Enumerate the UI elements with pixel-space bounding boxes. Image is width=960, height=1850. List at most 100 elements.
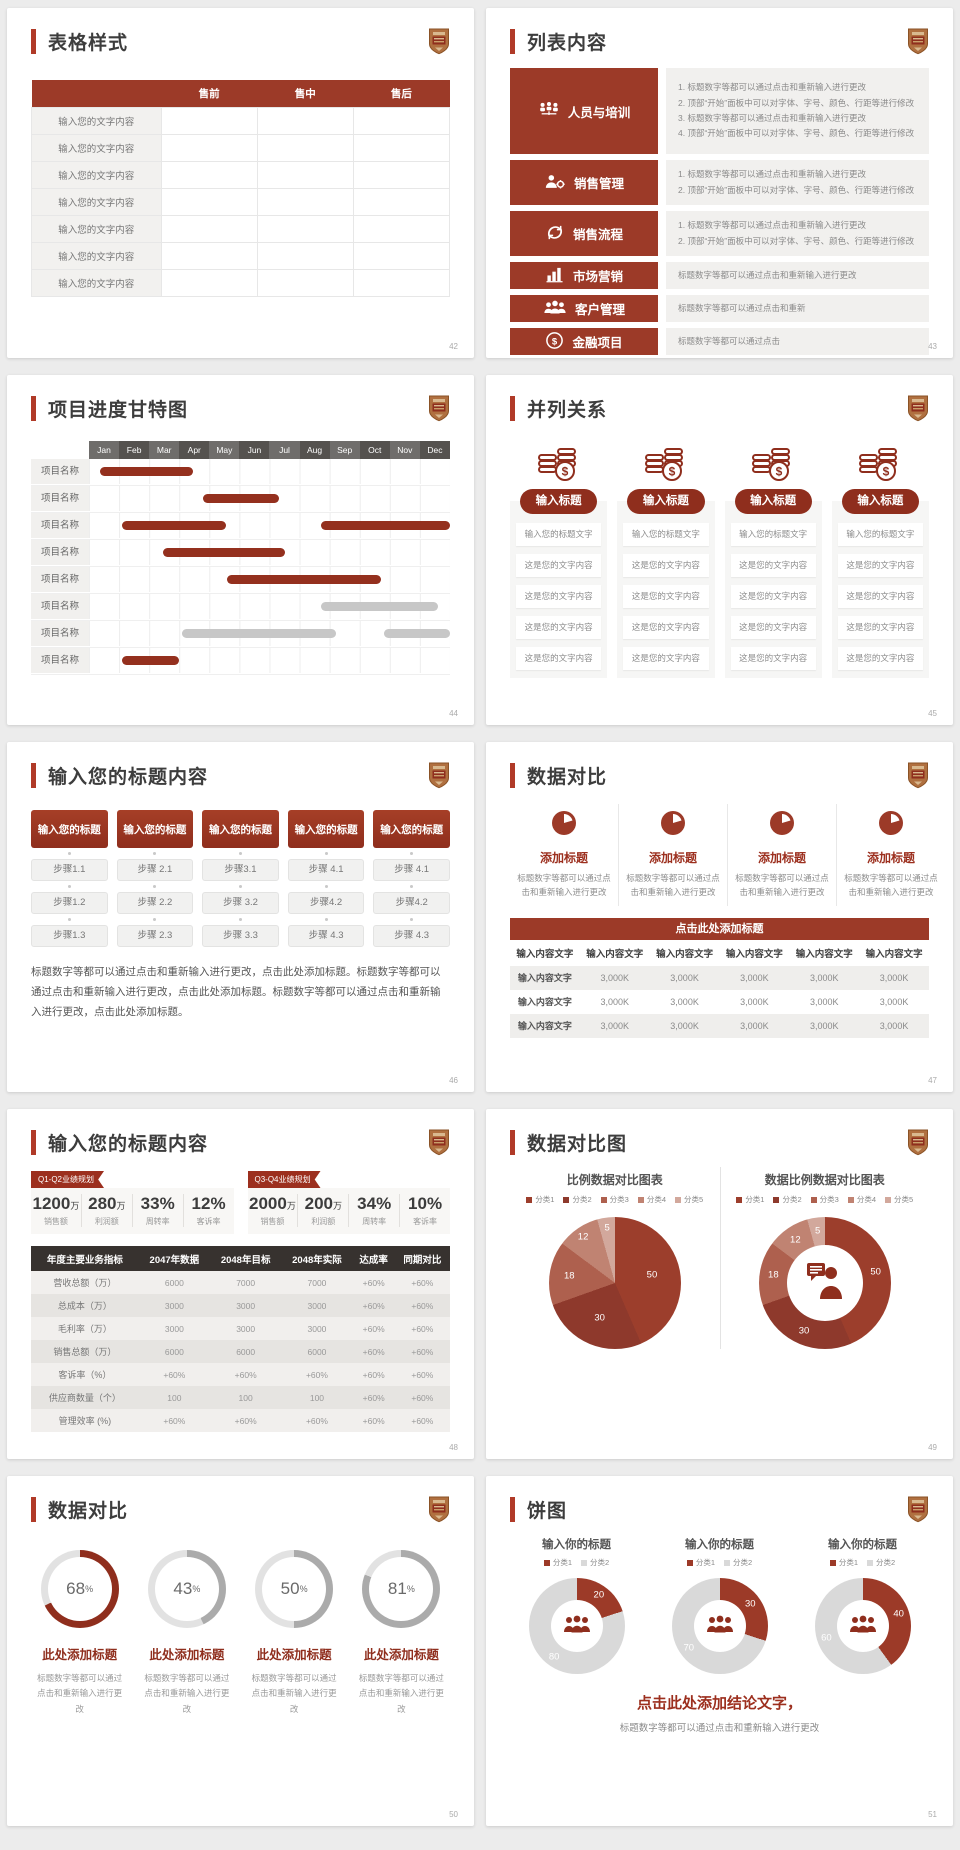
page-number: 43 [928,342,937,351]
text-card: 这是您的文字内容 [623,585,709,608]
step-box: 步骤 3.3 [202,925,279,947]
crest-logo-icon [907,762,929,789]
list-item-header: 销售流程 [510,211,658,256]
text-card: 这是您的文字内容 [516,585,602,608]
compare-table: 输入内容文字 输入内容文字 输入内容文字 输入内容文字 输入内容文字 输入内容文字 输入内容… [510,940,929,1038]
connector-dot [324,918,328,921]
chart-title: 数据比例数据对比图表 [764,1173,885,1187]
kpi-number: 33% [140,1194,175,1213]
kpi-value: 200万 [298,1194,348,1214]
connector-dot [67,852,71,855]
list-content: 人员与培训 1. 标题数字等都可以通过点击和重新输入进行更改 2. 顶部“开始”面板… [510,68,929,355]
value-cell: 6000 [164,1277,184,1288]
title-accent-bar [510,395,515,421]
value-cell: 3000 [164,1300,184,1311]
gauge-title: 此处添加标题 [42,1648,118,1662]
empty-cell [256,242,354,270]
gauge-title: 此处添加标题 [256,1648,332,1662]
kpi-stat: 280万 利润额 [80,1194,132,1227]
row-label-cell: 输入您的文字内容 [31,188,162,216]
slide-42-table-style[interactable]: 表格样式 售前 售中 售后 输入您的文字内容 输入您的文字内容 输入您的文字内容 输入您的文… [7,8,474,358]
legend-swatch [581,1559,587,1566]
row-label-cell: 输入您的文字内容 [31,269,162,297]
slide-50-gauges[interactable]: 数据对比 68% 此处添加标题 标题数字等都可以通过点击和重新输入进行更改 43% 此处… [7,1476,474,1826]
title-accent-bar [510,1129,515,1155]
slide-43-list-content[interactable]: 列表内容 人员与培训 1. 标题数字等都可以通过点击和重新输入进行更改 2. 顶部“… [486,8,953,358]
pie-item: 输入你的标题 分类1 分类2 30 70 [653,1536,786,1674]
kpi-unit: 万 [70,1201,80,1211]
slide-header: 饼图 [510,1494,929,1524]
table-header-cell: 输入内容文字 [795,948,853,960]
legend-item: 分类5 [675,1194,703,1205]
slide-48-kpi-table[interactable]: 输入您的标题内容 Q1-Q2业绩规划 1200万 销售额 280万 利润额 33% 周转率 1… [7,1109,474,1459]
value-cell: 3,000K [740,996,769,1007]
gantt-bar [182,629,336,638]
kpi-ribbon-tag: Q1-Q2业绩规划 [31,1171,105,1188]
step-box: 步骤4.2 [373,892,450,914]
text-card: 这是您的文字内容 [623,554,709,577]
kpi-stat: 2000万 销售额 [248,1194,298,1227]
legend-item: 分类1 [736,1194,764,1205]
kpi-label: 利润额 [94,1217,119,1226]
connector-dot [238,885,242,888]
step-box: 步骤 4.1 [287,859,365,881]
slice-value-label: 30 [594,1312,605,1324]
gantt-row: 项目名称 [31,513,450,540]
table-header-cell: 输入内容文字 [865,948,923,960]
slide-header: 数据对比 [31,1494,450,1524]
value-cell: +60% [411,1300,434,1311]
gantt-row: 项目名称 [31,648,450,675]
text-card: 这是您的文字内容 [730,647,816,670]
title-accent-bar [31,28,36,54]
empty-cell [256,215,354,243]
gantt-row-label: 项目名称 [31,567,89,593]
step-column-header: 输入您的标题 [202,810,279,848]
legend-item: 分类2 [773,1194,802,1205]
list-item-header: 市场营销 [510,262,658,289]
gantt-header-spacer [31,441,89,459]
legend-swatch [563,1196,570,1203]
legend-label: 分类1 [695,1558,715,1567]
list-item-label: 金融项目 [572,336,623,350]
list-item-line: 标题数字等都可以通过点击和重新 [678,302,806,313]
legend-label: 分类2 [733,1558,753,1567]
team-icon [538,101,560,121]
slide-46-steps[interactable]: 输入您的标题内容 输入您的标题 步骤1.1 步骤1.2 步骤1.3 输入您的标题 步骤 2… [7,742,474,1092]
slide-51-pie[interactable]: 饼图 输入你的标题 分类1 分类2 20 80 输入你的标题 分类1 分类2 30 70 输入你的标… [486,1476,953,1826]
text-card: 这是您的文字内容 [730,554,816,577]
feature-item: 添加标题 标题数字等都可以通过点击和重新输入进行更改 [618,804,727,906]
svg-text:$: $ [552,336,558,347]
legend-label: 分类4 [646,1195,666,1204]
value-cell: 6000 [307,1346,327,1357]
slide-45-parallel[interactable]: 并列关系 $ 输入标题 输入您的标题文字 这是您的文字内容 这是您的文字内容 这是您的文字… [486,375,953,725]
list-item-text-panel: 1. 标题数字等都可以通过点击和重新输入进行更改 2. 顶部“开始”面板中可以对字… [666,211,929,256]
empty-cell [352,161,451,189]
text-card: 输入您的标题文字 [516,523,602,546]
empty-cell [256,134,354,162]
gantt-month-cell: Mar [149,441,180,459]
legend-item: 分类4 [637,1194,666,1205]
slide-47-data-compare[interactable]: 数据对比 添加标题 标题数字等都可以通过点击和重新输入进行更改 添加标题 标题数字等都… [486,742,953,1092]
chart-row: 比例数据对比图表 分类1 分类2 分类3 分类4 分类5 50 30 18 12 5 数据比例数据对比… [510,1167,929,1349]
text-card: 这是您的文字内容 [837,554,923,577]
empty-cell [160,188,258,216]
empty-cell [160,134,258,162]
title-accent-bar [510,1496,515,1522]
list-item-line: 2. 顶部“开始”面板中可以对字体、字号、颜色、行距等进行修改 [678,184,915,195]
slide-title: 输入您的标题内容 [48,766,209,788]
slice-value-label: 20 [593,1589,605,1601]
text-card: 输入您的标题文字 [730,523,816,546]
gauge-desc: 标题数字等都可以通过点击和重新输入进行更改 [251,1673,337,1714]
chart-legend: 分类1 分类2 分类3 分类4 分类5 [721,1194,930,1205]
list-item-header: 客户管理 [510,295,658,322]
parallel-column: $ 输入标题 输入您的标题文字 这是您的文字内容 这是您的文字内容 这是您的文字内容 这是您… [724,433,822,678]
table-header-cell: 输入内容文字 [725,948,783,960]
slide-44-gantt[interactable]: 项目进度甘特图 Jan Feb Mar Apr May Jun Jul Aug Sep Oct No… [7,375,474,725]
slide-49-charts[interactable]: 数据对比图 比例数据对比图表 分类1 分类2 分类3 分类4 分类5 50 30 18 12 5 数据… [486,1109,953,1459]
kpi-groups: Q1-Q2业绩规划 1200万 销售额 280万 利润额 33% 周转率 12% 客诉率 Q3-Q… [31,1169,450,1234]
gauge-center: 81% [369,1557,434,1621]
legend-swatch [675,1196,681,1203]
connector-dot [67,885,71,888]
crest-logo-icon [907,1496,929,1523]
kpi-group: Q3-Q4业绩规划 2000万 销售额 200万 利润额 34% 周转率 10% 客诉率 [247,1169,450,1234]
